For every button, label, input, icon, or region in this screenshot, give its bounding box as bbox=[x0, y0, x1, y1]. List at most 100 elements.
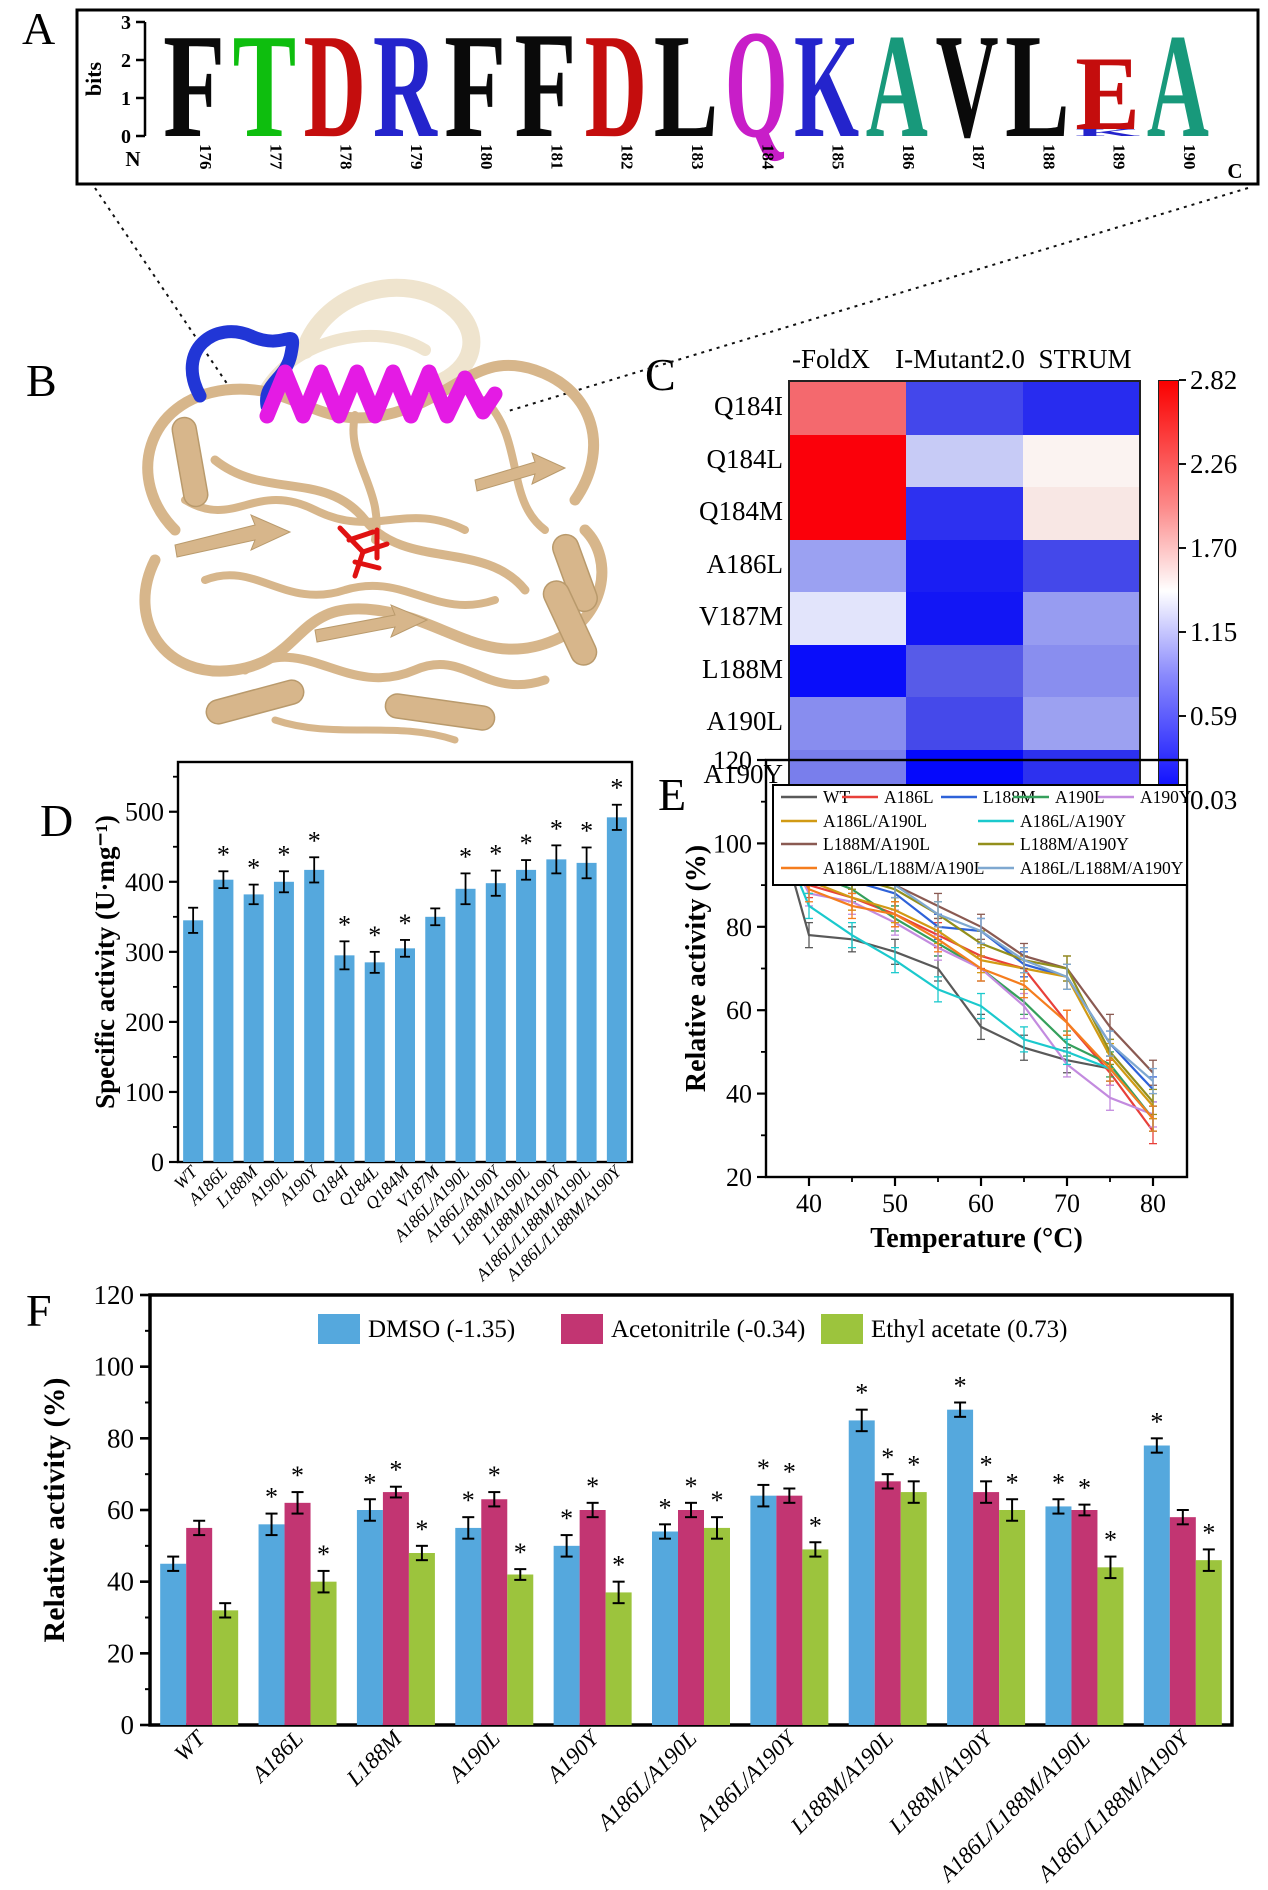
heatmap-cell bbox=[790, 539, 907, 592]
bar bbox=[273, 881, 294, 1162]
logo-position-label: 186 bbox=[899, 144, 918, 170]
colorbar-tick-label: 1.70 bbox=[1190, 533, 1238, 563]
protein-structure bbox=[139, 278, 608, 744]
significance-asterisk: * bbox=[586, 1472, 599, 1501]
significance-asterisk: * bbox=[399, 909, 412, 938]
y-axis-tick-label: 500 bbox=[125, 798, 164, 827]
protein-ribbon bbox=[296, 278, 481, 394]
heatmap-cell bbox=[790, 434, 907, 487]
logo-letter: K bbox=[1075, 127, 1140, 138]
heatmap-row-label: Q184I bbox=[714, 391, 783, 422]
significance-asterisk: * bbox=[809, 1511, 822, 1540]
panel-f-label: F bbox=[26, 1285, 52, 1336]
bar bbox=[704, 1527, 730, 1725]
significance-asterisk: * bbox=[308, 826, 321, 855]
colorbar-tick bbox=[1179, 547, 1186, 549]
significance-asterisk: * bbox=[265, 1483, 278, 1512]
heatmap-cell bbox=[790, 382, 907, 435]
x-axis-tick-label: 50 bbox=[882, 1189, 908, 1218]
significance-asterisk: * bbox=[757, 1454, 770, 1483]
significance-asterisk: * bbox=[363, 1468, 376, 1497]
logo-n-terminus-label: N bbox=[125, 147, 140, 171]
bar bbox=[243, 894, 264, 1162]
significance-asterisk: * bbox=[488, 1461, 501, 1490]
logo-letter: R bbox=[373, 3, 438, 168]
legend-entry-label: A190L bbox=[1055, 787, 1105, 807]
legend-swatch bbox=[318, 1314, 360, 1344]
significance-asterisk: * bbox=[514, 1538, 527, 1567]
x-axis-tick-label: L188M bbox=[341, 1725, 408, 1792]
bar bbox=[160, 1563, 187, 1725]
legend-entry-label: Acetonitrile (-0.34) bbox=[611, 1316, 805, 1343]
bar bbox=[356, 1510, 383, 1725]
y-axis-tick-label: 100 bbox=[94, 1352, 135, 1382]
panel-b-label: B bbox=[26, 355, 57, 406]
thermostability-line-chart: 20 40 60 80 100 120 40 50 60 70 80 Temperature (°C)… bbox=[681, 746, 1192, 1254]
legend-entry-label: L188M bbox=[983, 787, 1036, 807]
significance-asterisk: * bbox=[907, 1450, 920, 1479]
heatmap-cell bbox=[790, 487, 907, 540]
logo-position-label: 185 bbox=[829, 144, 848, 170]
protein-helix bbox=[171, 416, 209, 508]
bar bbox=[776, 1495, 803, 1725]
panel-e-label: E bbox=[658, 769, 687, 820]
protein-ribbon bbox=[271, 716, 459, 744]
x-axis-tick-label: A186L bbox=[246, 1726, 308, 1788]
bar bbox=[750, 1495, 777, 1725]
y-axis-tick-label: 120 bbox=[713, 746, 752, 775]
heatmap-row-label: V187M bbox=[698, 601, 783, 632]
protein-ribbon bbox=[240, 652, 550, 690]
bar bbox=[516, 869, 537, 1162]
logo-position-label: 184 bbox=[758, 144, 777, 170]
significance-asterisk: * bbox=[610, 774, 623, 803]
heatmap-cell bbox=[906, 697, 1023, 750]
bar bbox=[507, 1574, 534, 1725]
heatmap-cell bbox=[1022, 382, 1139, 435]
bar bbox=[382, 1492, 409, 1725]
colorbar-tick-label: 0.59 bbox=[1190, 701, 1238, 731]
x-axis-tick-label: 60 bbox=[968, 1189, 994, 1218]
significance-asterisk: * bbox=[855, 1379, 868, 1408]
x-axis-tick-label: A190L bbox=[442, 1726, 504, 1788]
bar bbox=[579, 1510, 606, 1725]
panel-d-label: D bbox=[40, 795, 74, 846]
significance-asterisk: * bbox=[1078, 1474, 1091, 1503]
protein-helix bbox=[205, 679, 305, 725]
bar bbox=[213, 879, 234, 1162]
heatmap-cell bbox=[906, 434, 1023, 487]
colorbar-tick-label: 0.03 bbox=[1190, 785, 1238, 815]
heatmap-row-label: L188M bbox=[702, 653, 783, 684]
significance-asterisk: * bbox=[1150, 1407, 1163, 1436]
logo-position-label: 180 bbox=[477, 144, 496, 170]
y-axis-tick-label: 100 bbox=[125, 1078, 164, 1107]
logo-letter: K bbox=[794, 4, 859, 169]
bar bbox=[284, 1502, 311, 1725]
y-axis-tick-label: 0 bbox=[121, 1710, 135, 1740]
significance-asterisk: * bbox=[338, 910, 351, 939]
logo-position-label: 189 bbox=[1110, 144, 1129, 170]
y-axis-tick-label: 200 bbox=[125, 1008, 164, 1037]
y-axis-tick-label: 100 bbox=[713, 829, 752, 858]
y-axis-tick-label: 40 bbox=[107, 1567, 134, 1597]
bar bbox=[874, 1481, 901, 1725]
colorbar-tick bbox=[1179, 631, 1186, 633]
solvent-tolerance-bar-chart: 0 20 40 60 80 100 120 Relative activity (%) WT * *… bbox=[38, 1280, 1234, 1888]
bar bbox=[425, 916, 446, 1162]
protein-beta-sheet bbox=[314, 604, 429, 643]
bar bbox=[481, 1499, 508, 1725]
protein-ribbon bbox=[142, 359, 600, 536]
heatmap-row-label: Q184M bbox=[698, 496, 783, 527]
significance-asterisk: * bbox=[277, 840, 290, 869]
logo-position-label: 176 bbox=[196, 144, 215, 170]
logo-y-tick-label: 3 bbox=[121, 12, 131, 34]
y-axis-title: Relative activity (%) bbox=[38, 1378, 71, 1643]
colorbar-tick bbox=[1179, 715, 1186, 717]
significance-asterisk: * bbox=[954, 1372, 967, 1401]
significance-asterisk: * bbox=[659, 1493, 672, 1522]
bar bbox=[606, 817, 627, 1162]
y-axis-tick-label: 80 bbox=[726, 913, 752, 942]
bar bbox=[258, 1524, 285, 1725]
protein-ribbon bbox=[201, 571, 499, 609]
